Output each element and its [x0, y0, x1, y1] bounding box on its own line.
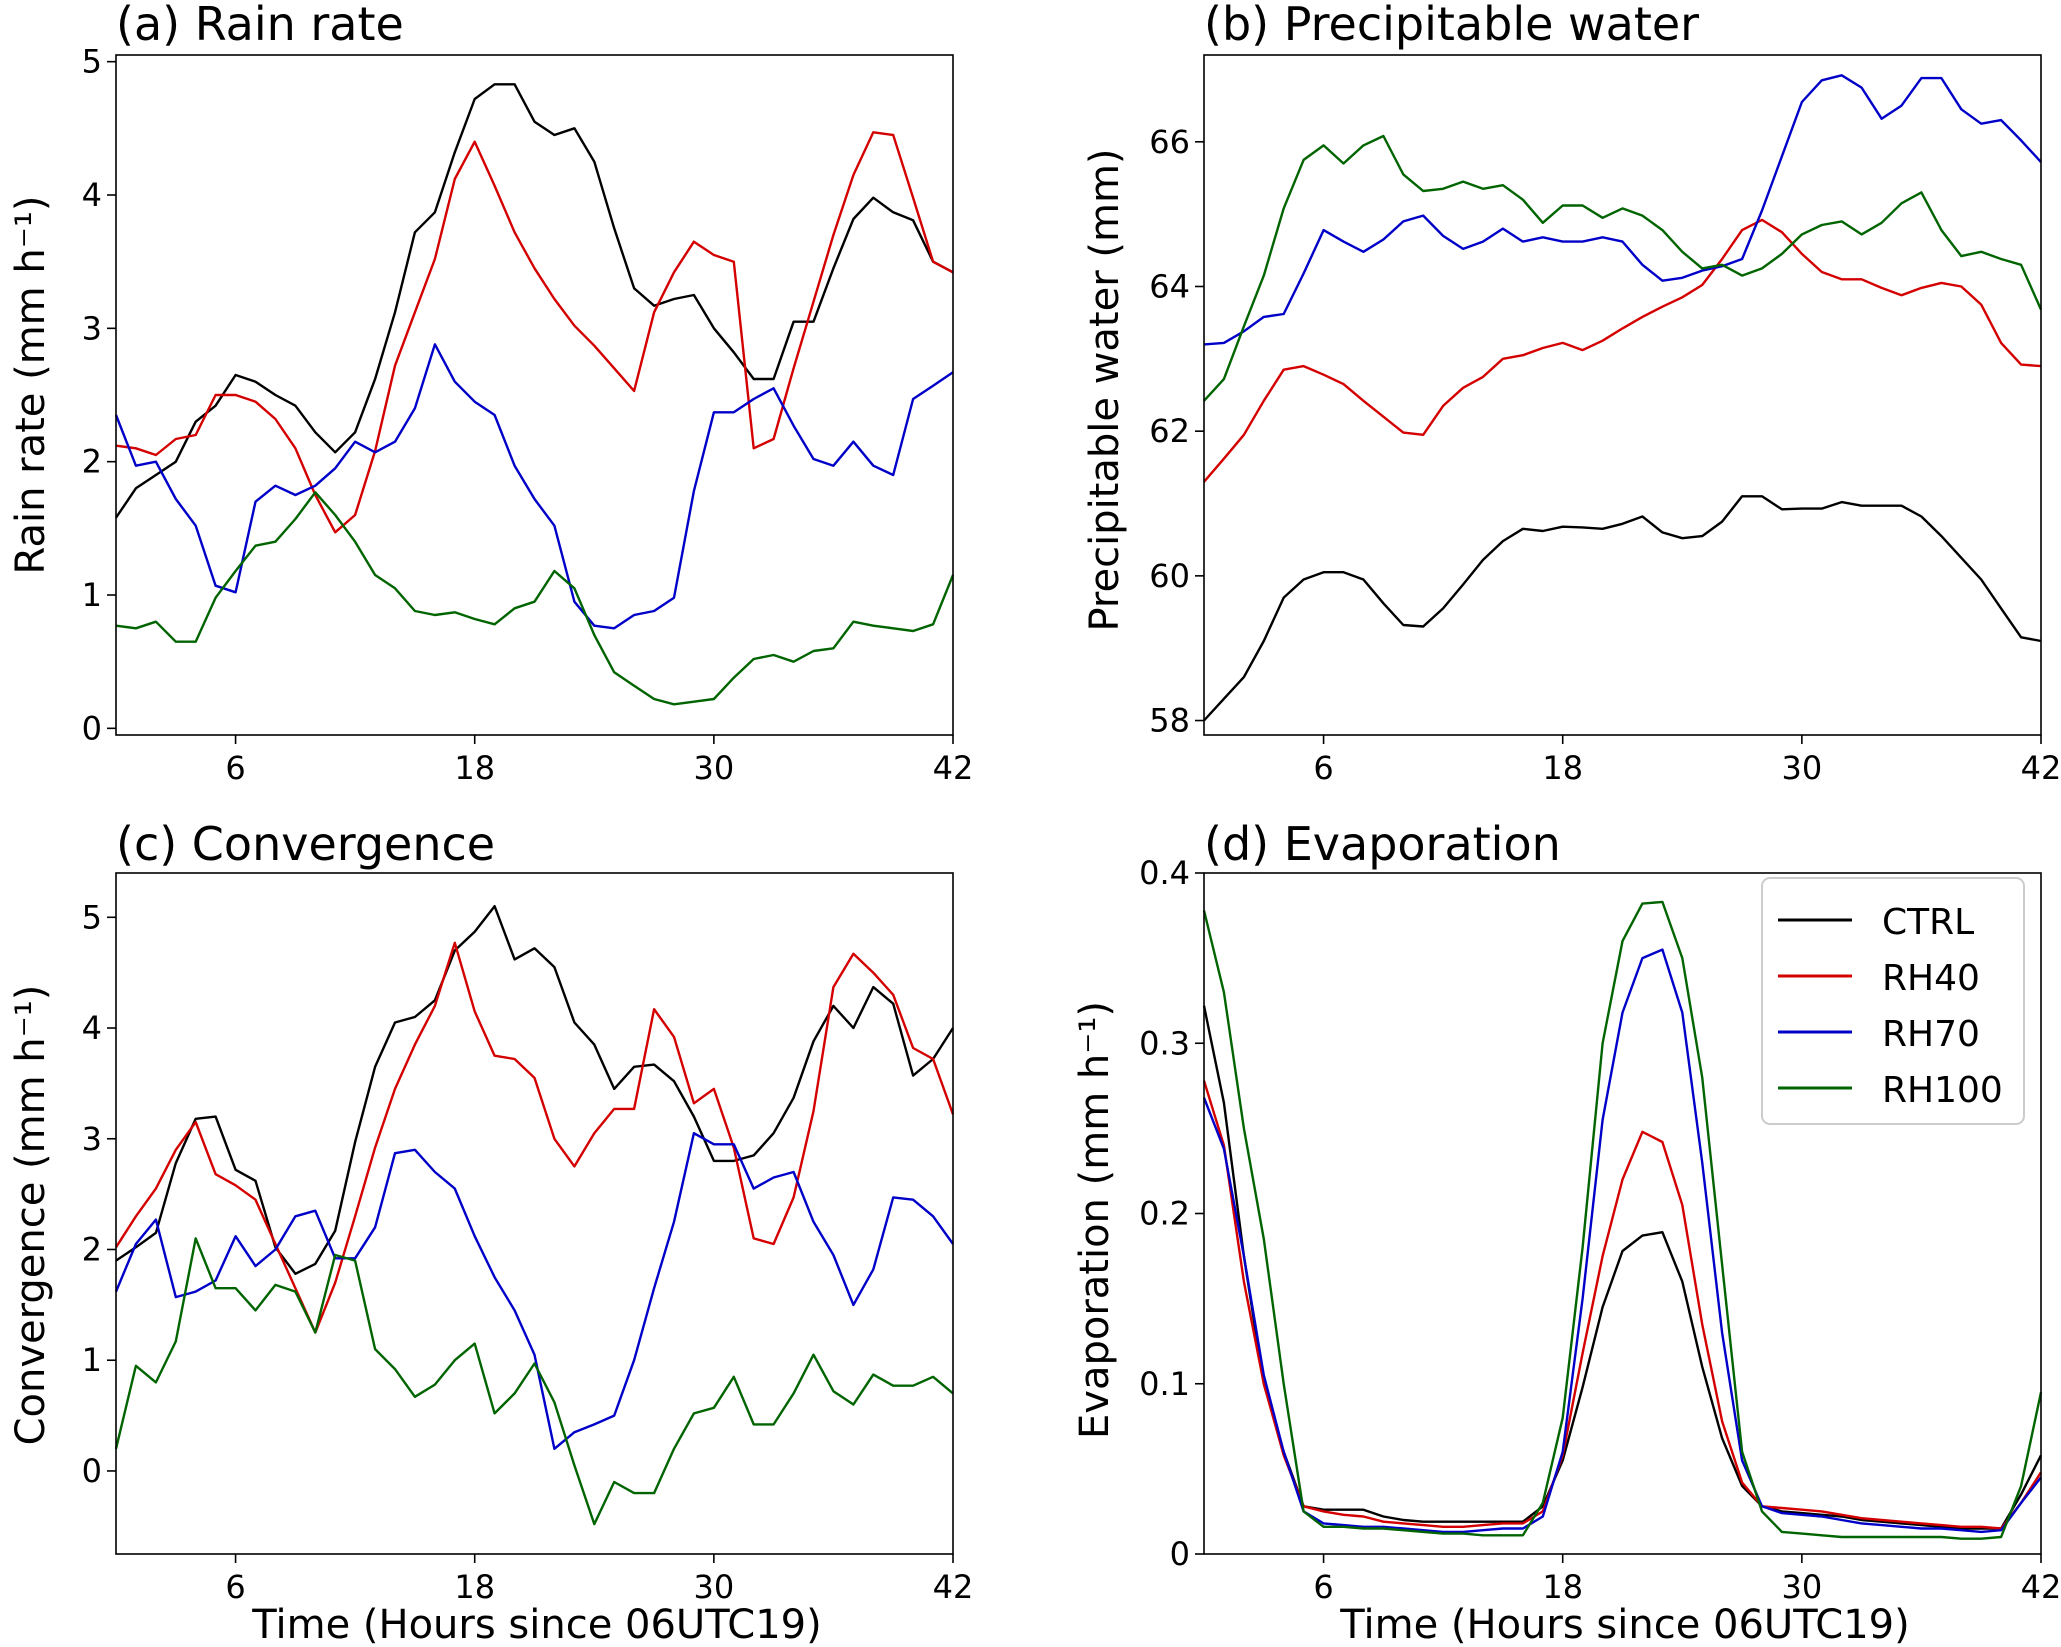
panel-d-xtick-label-42: 42 [2021, 1568, 2061, 1606]
panel-a: 6 18 30 42 0 1 2 3 4 5 (a) Rain rate Rain rate (m… [8, 0, 973, 787]
panel-c-line-rh70 [114, 1131, 954, 1451]
panel-b-ytick-label-62: 62 [1149, 412, 1190, 450]
panel-d-ytick-label-0.3: 0.3 [1139, 1024, 1190, 1062]
panel-c-line-ctrl [115, 905, 955, 1276]
legend-box [1761, 877, 2025, 1125]
panel-a-plot-area: 6 18 30 42 0 1 2 3 4 5 [82, 43, 974, 787]
panel-c-ytick-label-4: 4 [82, 1009, 102, 1047]
panel-a-xtick-label-42: 42 [933, 749, 974, 787]
panel-a-ytick-label-3: 3 [82, 309, 102, 347]
panel-c-line-rh40 [114, 941, 955, 1334]
panel-b-line-rh40 [1203, 218, 2042, 483]
panel-b-xtick-label-18: 18 [1542, 749, 1583, 787]
panel-a-ytick-label-0: 0 [82, 709, 102, 747]
panel-a-line-rh40 [115, 131, 954, 534]
panel-c-title: (c) Convergence [116, 817, 495, 871]
panel-c-frame [115, 872, 954, 1555]
panel-b-xtick-label-6: 6 [1313, 749, 1333, 787]
panel-a-xtick-label-6: 6 [225, 749, 245, 787]
panel-d-line-rh70 [1202, 948, 2042, 1534]
panel-c-ylabel: Convergence (mm h⁻¹) [8, 985, 54, 1446]
panel-b-xtick-label-42: 42 [2021, 749, 2061, 787]
panel-b-xtick-label-30: 30 [1781, 749, 1822, 787]
panel-d-ytick-label-0: 0 [1170, 1535, 1190, 1573]
panel-d-ytick-label-0.2: 0.2 [1139, 1195, 1190, 1233]
panel-c-ytick-label-3: 3 [82, 1120, 102, 1158]
panel-c-xtick-label-30: 30 [693, 1568, 734, 1606]
panel-b-frame [1203, 54, 2042, 736]
panel-a-title: (a) Rain rate [116, 0, 404, 51]
panel-d-line-rh40 [1202, 1080, 2043, 1530]
panel-a-ytick-label-5: 5 [82, 43, 102, 81]
panel-a-frame [115, 54, 954, 736]
legend-label-rh40: RH40 [1882, 958, 1980, 999]
panel-d-xtick-label-30: 30 [1781, 1568, 1822, 1606]
panel-c-xtick-label-42: 42 [933, 1568, 974, 1606]
panel-d-title: (d) Evaporation [1204, 817, 1561, 871]
panel-a-line-rh100 [115, 491, 955, 706]
panel-c-xtick-label-6: 6 [225, 1568, 245, 1606]
panel-b-ylabel: Precipitable water (mm) [1082, 148, 1128, 631]
panel-c-ytick-label-2: 2 [82, 1230, 102, 1268]
panel-c-xlabel: Time (Hours since 06UTC19) [251, 1602, 821, 1647]
panel-b-plot-area: 6 18 30 42 58 60 62 64 66 [1149, 54, 2061, 787]
panel-d-line-rh100 [1202, 900, 2043, 1540]
panel-b-title: (b) Precipitable water [1204, 0, 1699, 51]
panel-c-ytick-label-0: 0 [82, 1452, 102, 1490]
panel-d-xtick-label-18: 18 [1542, 1568, 1583, 1606]
panel-a-xtick-label-18: 18 [454, 749, 495, 787]
panel-b-line-rh100 [1203, 134, 2043, 402]
panel-a-xtick-label-30: 30 [693, 749, 734, 787]
panel-c-ytick-label-1: 1 [82, 1341, 102, 1379]
panel-c-line-rh100 [114, 1237, 954, 1526]
panel-d-line-ctrl [1202, 1005, 2043, 1530]
panel-b-ytick-label-66: 66 [1149, 123, 1190, 161]
panel-b-ytick-label-58: 58 [1149, 702, 1190, 740]
panel-d: 6 18 30 42 0 0.1 0.2 0.3 0.4 (d) Evaporation Eva… [1072, 817, 2061, 1647]
panel-c-ytick-label-5: 5 [82, 898, 102, 936]
panel-a-ytick-label-2: 2 [82, 443, 102, 481]
panel-b-line-rh70 [1203, 74, 2042, 346]
panel-b-line-ctrl [1203, 495, 2042, 722]
panel-d-ylabel: Evaporation (mm h⁻¹) [1072, 1001, 1118, 1439]
legend-label-rh100: RH100 [1882, 1070, 2003, 1111]
panel-c-xtick-label-18: 18 [454, 1568, 495, 1606]
panel-c: 6 18 30 42 0 1 2 3 4 5 (c) Convergence Convergenc… [8, 817, 973, 1647]
panel-a-line-rh70 [114, 343, 954, 630]
legend: CTRL RH40 RH70 RH100 [1761, 877, 2025, 1125]
panel-d-plot-area: 6 18 30 42 0 0.1 0.2 0.3 0.4 [1139, 854, 2061, 1606]
panel-b: 6 18 30 42 58 60 62 64 66 (b) Precipitable water… [1082, 0, 2061, 787]
panel-b-ytick-label-64: 64 [1149, 267, 1190, 305]
panel-a-ytick-label-1: 1 [82, 576, 102, 614]
panel-a-ytick-label-4: 4 [82, 176, 102, 214]
legend-label-ctrl: CTRL [1882, 902, 1974, 943]
panel-d-xlabel: Time (Hours since 06UTC19) [1339, 1602, 1909, 1647]
panel-a-line-ctrl [115, 83, 954, 519]
panel-d-xtick-label-6: 6 [1313, 1568, 1333, 1606]
panel-b-ytick-label-60: 60 [1149, 557, 1190, 595]
panel-c-plot-area: 6 18 30 42 0 1 2 3 4 5 [82, 872, 974, 1606]
panel-d-ytick-label-0.4: 0.4 [1139, 854, 1190, 892]
panel-a-ylabel: Rain rate (mm h⁻¹) [8, 196, 54, 575]
panel-d-ytick-label-0.1: 0.1 [1139, 1365, 1190, 1403]
legend-label-rh70: RH70 [1882, 1014, 1980, 1055]
